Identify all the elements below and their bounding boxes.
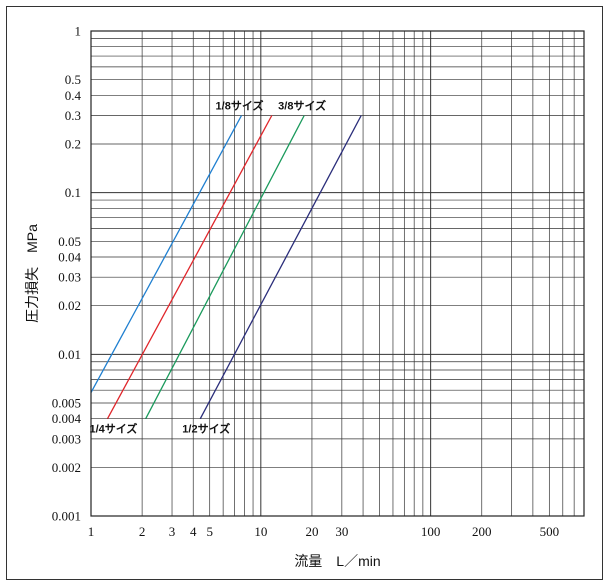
series-line-3 <box>145 115 305 420</box>
x-tick-label: 30 <box>335 524 348 539</box>
y-tick-label: 0.004 <box>52 411 82 426</box>
y-tick-label: 0.01 <box>58 347 81 362</box>
series-labels: 1/8サイズ 1/4サイズ 3/8サイズ 1/2サイズ <box>89 99 326 436</box>
x-tick-label: 5 <box>206 524 213 539</box>
x-tick-label: 1 <box>88 524 95 539</box>
y-tick-label: 1 <box>75 24 82 39</box>
x-tick-label: 3 <box>169 524 176 539</box>
y-tick-label: 0.1 <box>65 185 81 200</box>
y-tick-label: 0.2 <box>65 137 81 152</box>
series-layer <box>90 115 362 420</box>
x-tick-label: 100 <box>421 524 441 539</box>
series-line-2 <box>106 115 273 420</box>
y-tick-label: 0.05 <box>58 234 81 249</box>
x-tick-label: 500 <box>540 524 560 539</box>
x-tick-label: 2 <box>139 524 146 539</box>
x-tick-labels: 1 2 3 4 5 10 20 30 100 200 500 <box>88 524 559 539</box>
y-axis-label: 圧力損失 MPa <box>24 224 40 323</box>
y-tick-label: 0.5 <box>65 72 81 87</box>
series-label-4: 1/2サイズ <box>182 422 230 436</box>
grid <box>91 31 584 516</box>
series-label-2: 1/4サイズ <box>89 422 137 436</box>
y-tick-label: 0.04 <box>58 250 81 265</box>
chart-frame <box>6 6 603 580</box>
y-tick-label: 0.3 <box>65 108 81 123</box>
y-tick-label: 0.4 <box>65 88 82 103</box>
series-line-4 <box>199 115 362 420</box>
y-tick-label: 0.002 <box>52 460 81 475</box>
y-tick-label: 0.02 <box>58 298 81 313</box>
y-tick-label: 0.005 <box>52 395 81 410</box>
x-tick-label: 20 <box>305 524 318 539</box>
y-tick-label: 0.003 <box>52 431 81 446</box>
y-tick-label: 0.001 <box>52 509 81 524</box>
y-tick-label: 0.03 <box>58 270 81 285</box>
x-tick-label: 200 <box>472 524 492 539</box>
series-label-1: 1/8サイズ <box>216 99 264 113</box>
series-line-1 <box>90 115 243 393</box>
plot-border <box>90 30 585 517</box>
x-tick-label: 10 <box>254 524 267 539</box>
x-tick-label: 4 <box>190 524 197 539</box>
x-axis-label: 流量 L／min <box>294 553 380 569</box>
series-label-3: 3/8サイズ <box>278 99 326 113</box>
